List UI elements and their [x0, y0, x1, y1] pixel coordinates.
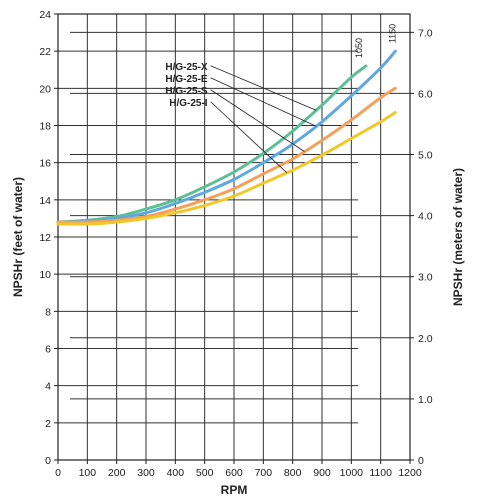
y2-tick-label: 7.0 — [418, 27, 433, 39]
y2-tick-label: 3.0 — [418, 272, 433, 284]
right-y-axis-ticks: 0 1.0 2.0 3.0 4.0 5.0 6.0 7.0 — [410, 27, 433, 467]
x-tick-label: 900 — [313, 467, 331, 479]
grid — [57, 13, 411, 461]
legend-leaders — [210, 65, 317, 173]
x-tick-label: 400 — [167, 467, 185, 479]
x-tick-label: 200 — [108, 467, 126, 479]
y2-tick-label: 1.0 — [418, 394, 433, 406]
x-tick-label: 800 — [284, 467, 302, 479]
rpm-annotations: 1050 1150 — [354, 24, 397, 58]
y-tick-label: 18 — [39, 121, 51, 133]
y-tick-label: 8 — [45, 306, 51, 318]
x-tick-label: 0 — [55, 467, 61, 479]
x-tick-label: 1200 — [398, 467, 422, 479]
y-tick-label: 0 — [45, 455, 51, 467]
legend-label: H/G-25-I — [169, 98, 208, 109]
right-y-axis-title: NPSHr (meters of water) — [451, 168, 465, 306]
y-tick-label: 10 — [39, 269, 51, 281]
legend-leader — [210, 89, 305, 152]
legend-leader — [210, 65, 317, 111]
x-tick-label: 500 — [196, 467, 214, 479]
y-tick-label: 2 — [45, 418, 51, 430]
series-line-h-g-25-s — [56, 86, 397, 224]
y-tick-label: 24 — [39, 9, 51, 21]
y-tick-label: 14 — [39, 195, 51, 207]
x-tick-label: 300 — [137, 467, 155, 479]
series-line-h-g-25-x — [56, 64, 368, 224]
x-tick-label: 700 — [255, 467, 273, 479]
y-tick-label: 4 — [45, 381, 51, 393]
y2-tick-label: 5.0 — [418, 150, 433, 162]
x-tick-label: 600 — [225, 467, 243, 479]
y2-tick-label: 6.0 — [418, 88, 433, 100]
y-tick-label: 20 — [39, 83, 51, 95]
y-tick-label: 16 — [39, 158, 51, 170]
y2-tick-label: 4.0 — [418, 211, 433, 223]
y-tick-label: 12 — [39, 232, 51, 244]
y2-tick-label: 0 — [418, 455, 424, 467]
legend-label: H/G-25-S — [165, 86, 208, 97]
rpm-annotation: 1150 — [387, 24, 397, 43]
left-y-axis-title: NPSHr (feet of water) — [11, 177, 25, 297]
series-line-h-g-25-e — [56, 49, 397, 224]
series-layer — [56, 49, 397, 226]
y2-tick-label: 2.0 — [418, 333, 433, 345]
rpm-annotation: 1050 — [354, 38, 364, 58]
x-axis-ticks: 0 100 200 300 400 500 600 700 800 900 1000 1100 1200 — [55, 460, 422, 479]
legend-leader — [210, 101, 288, 173]
legend: H/G-25-XH/G-25-EH/G-25-SH/G-25-I — [165, 62, 208, 109]
x-tick-label: 1000 — [340, 467, 364, 479]
y-tick-label: 6 — [45, 344, 51, 356]
series-line-h-g-25-i — [56, 111, 397, 226]
y-tick-label: 22 — [39, 46, 51, 58]
legend-label: H/G-25-E — [165, 74, 208, 85]
legend-label: H/G-25-X — [165, 62, 208, 73]
legend-leader — [210, 77, 317, 127]
x-tick-label: 1100 — [369, 467, 392, 479]
x-tick-label: 100 — [79, 467, 97, 479]
x-axis-title: RPM — [221, 483, 248, 497]
